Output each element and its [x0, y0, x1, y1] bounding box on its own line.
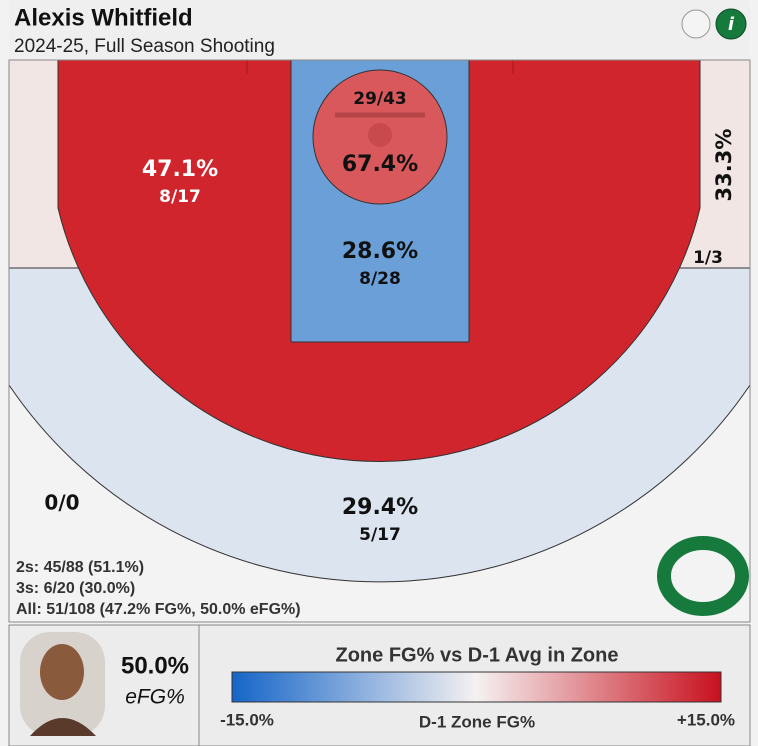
zone-count: 8/17	[159, 187, 201, 207]
zone-count: 8/28	[359, 269, 401, 289]
zone-pct: 28.6%	[342, 239, 418, 264]
efg-label: eFG%	[125, 686, 185, 709]
subtitle: 2024-25, Full Season Shooting	[14, 36, 275, 57]
zone-count: 1/3	[693, 248, 723, 268]
legend-min: -15.0%	[220, 710, 274, 729]
zone-pct: 47.1%	[142, 157, 218, 182]
team-logo	[657, 536, 749, 616]
court-border	[8, 59, 751, 623]
zone-pct: 67.4%	[342, 152, 418, 177]
header-bg	[9, 0, 750, 60]
rim	[368, 123, 392, 147]
legend-title: Zone FG% vs D-1 Avg in Zone	[336, 644, 619, 666]
efg-value: 50.0%	[121, 652, 189, 679]
legend-max: +15.0%	[677, 710, 735, 729]
summary-line: 3s: 6/20 (30.0%)	[16, 580, 135, 597]
color-bar	[231, 671, 722, 703]
info-icon: i	[728, 14, 735, 35]
player-photo	[20, 632, 105, 736]
title: Alexis Whitfield	[14, 4, 193, 31]
toggle-button[interactable]	[681, 9, 711, 39]
court	[9, 60, 750, 622]
summary-line: All: 51/108 (47.2% FG%, 50.0% eFG%)	[16, 601, 301, 618]
legend-axis: D-1 Zone FG%	[419, 712, 535, 731]
zone-pct: 33.3%	[712, 129, 736, 202]
info-button[interactable]	[715, 8, 747, 40]
zone-count: 5/17	[359, 525, 401, 545]
zone-count: 0/0	[44, 491, 79, 515]
summary-line: 2s: 45/88 (51.1%)	[16, 559, 144, 576]
zone-pct: 29.4%	[342, 495, 418, 520]
zone-count: 29/43	[353, 89, 407, 109]
